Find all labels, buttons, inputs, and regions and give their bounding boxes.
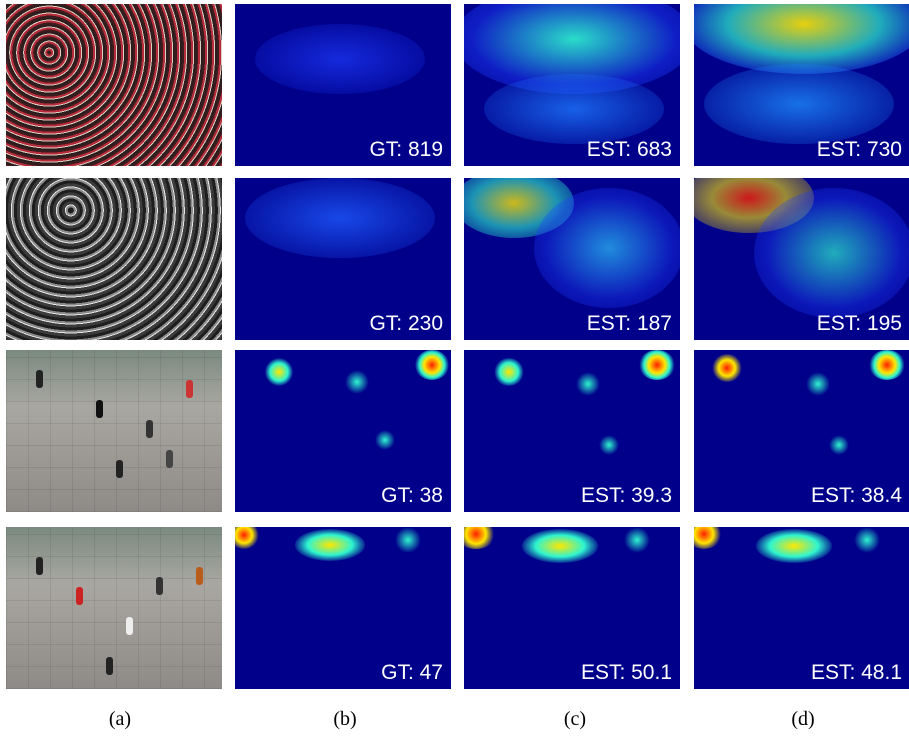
caption-a: (a) bbox=[108, 708, 132, 730]
density-blob bbox=[694, 4, 909, 74]
photo-row2 bbox=[6, 178, 222, 340]
density-map-est-d-row2: EST: 195 bbox=[694, 178, 909, 340]
density-blob bbox=[869, 350, 905, 380]
density-blob bbox=[235, 527, 259, 549]
density-blob bbox=[712, 354, 742, 382]
est-label: EST: 50.1 bbox=[580, 661, 672, 684]
density-map-est-c-row4: EST: 50.1 bbox=[464, 527, 680, 689]
density-map-gt-row3: GT: 38 bbox=[235, 350, 451, 512]
density-blob bbox=[829, 435, 849, 455]
density-blob bbox=[464, 527, 496, 549]
density-blob bbox=[576, 372, 600, 396]
density-map-est-c-row3: EST: 39.3 bbox=[464, 350, 680, 512]
density-blob bbox=[806, 372, 830, 396]
est-label: EST: 38.4 bbox=[810, 484, 902, 507]
caption-b: (b) bbox=[333, 708, 357, 730]
photo-row3 bbox=[6, 350, 222, 512]
est-label: EST: 48.1 bbox=[810, 661, 902, 684]
density-blob bbox=[756, 529, 832, 563]
density-map-gt-row2: GT: 230 bbox=[235, 178, 451, 340]
est-label: EST: 730 bbox=[816, 138, 902, 161]
gt-label: GT: 38 bbox=[381, 484, 443, 507]
gt-label: GT: 819 bbox=[369, 138, 443, 161]
density-blob bbox=[694, 527, 722, 549]
density-map-gt-row1: GT: 819 bbox=[235, 4, 451, 166]
density-blob bbox=[534, 188, 680, 308]
photo-row1 bbox=[6, 4, 222, 166]
photo-row4 bbox=[6, 527, 222, 689]
gt-label: GT: 47 bbox=[381, 661, 443, 684]
est-label: EST: 187 bbox=[586, 312, 672, 335]
caption-d: (d) bbox=[791, 708, 815, 730]
density-blob bbox=[754, 188, 909, 318]
caption-c: (c) bbox=[563, 708, 587, 730]
density-blob bbox=[484, 74, 664, 144]
density-map-gt-row4: GT: 47 bbox=[235, 527, 451, 689]
density-blob bbox=[599, 435, 619, 455]
density-blob bbox=[375, 430, 395, 450]
density-blob bbox=[522, 529, 598, 563]
density-map-est-d-row1: EST: 730 bbox=[694, 4, 909, 166]
density-blob bbox=[415, 350, 449, 380]
gt-label: GT: 230 bbox=[369, 312, 443, 335]
density-blob bbox=[704, 64, 894, 144]
density-map-est-c-row2: EST: 187 bbox=[464, 178, 680, 340]
density-blob bbox=[624, 527, 650, 553]
density-blob bbox=[265, 358, 293, 386]
density-blob bbox=[494, 358, 524, 386]
density-blob bbox=[639, 350, 675, 380]
density-map-est-d-row4: EST: 48.1 bbox=[694, 527, 909, 689]
density-blob bbox=[395, 527, 421, 553]
density-map-est-c-row1: EST: 683 bbox=[464, 4, 680, 166]
density-blob bbox=[255, 24, 425, 94]
density-blob bbox=[854, 527, 880, 553]
density-blob bbox=[245, 178, 435, 258]
est-label: EST: 39.3 bbox=[580, 484, 672, 507]
est-label: EST: 195 bbox=[816, 312, 902, 335]
figure-grid: GT: 819 EST: 683 EST: 730 GT: 230 EST: 1… bbox=[6, 4, 909, 694]
est-label: EST: 683 bbox=[586, 138, 672, 161]
density-map-est-d-row3: EST: 38.4 bbox=[694, 350, 909, 512]
density-blob bbox=[345, 370, 369, 394]
density-blob bbox=[295, 529, 365, 561]
